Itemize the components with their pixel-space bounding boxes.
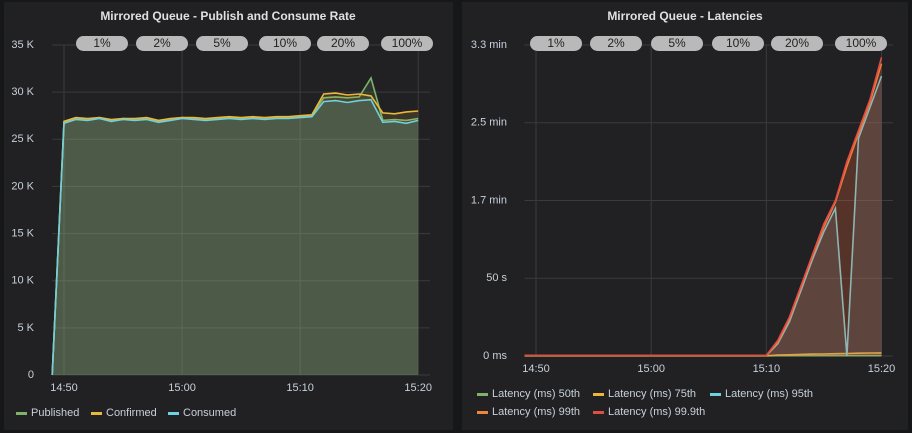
zoom-button-label[interactable]: 10% — [726, 36, 750, 50]
zoom-button[interactable] — [835, 36, 887, 51]
y-tick-label: 35 K — [11, 39, 34, 51]
y-tick-label: 50 s — [486, 272, 507, 284]
y-tick-label: 30 K — [11, 86, 34, 98]
legend-swatch — [16, 412, 27, 415]
y-tick-label: 15 K — [11, 227, 34, 239]
panel — [4, 2, 453, 430]
legend-swatch — [168, 412, 179, 415]
panel-title: Mirrored Queue - Publish and Consume Rat… — [100, 9, 356, 23]
legend-swatch — [593, 411, 604, 414]
zoom-button-label[interactable]: 20% — [785, 36, 809, 50]
series-line — [51, 98, 419, 376]
y-tick-label: 5 K — [17, 322, 34, 334]
x-tick-label: 15:00 — [168, 382, 196, 394]
x-tick-label: 14:50 — [522, 363, 550, 375]
legend-swatch — [477, 393, 488, 396]
legend-label[interactable]: Published — [31, 407, 79, 419]
y-tick-label: 0 ms — [483, 350, 507, 362]
zoom-button-label[interactable]: 5% — [668, 36, 686, 50]
zoom-button[interactable] — [196, 36, 248, 51]
zoom-button[interactable] — [317, 36, 369, 51]
legend-label[interactable]: Confirmed — [106, 407, 157, 419]
area-fill — [52, 99, 419, 375]
zoom-button[interactable] — [259, 36, 311, 51]
series-line — [524, 57, 883, 357]
zoom-button[interactable] — [590, 36, 642, 51]
x-tick-label: 14:50 — [50, 382, 78, 394]
area-fill — [52, 93, 419, 375]
x-tick-label: 15:20 — [404, 382, 432, 394]
y-tick-label: 20 K — [11, 180, 34, 192]
legend-label[interactable]: Latency (ms) 75th — [608, 388, 696, 400]
zoom-button-label[interactable]: 5% — [213, 36, 231, 50]
zoom-button-label[interactable]: 1% — [547, 36, 565, 50]
area-fill — [524, 63, 882, 356]
legend-swatch — [91, 412, 102, 415]
panel-title: Mirrored Queue - Latencies — [607, 9, 763, 23]
y-tick-label: 3.3 min — [471, 39, 507, 51]
y-tick-label: 0 — [28, 369, 34, 381]
zoom-button[interactable] — [76, 36, 128, 51]
zoom-button-label[interactable]: 100% — [392, 36, 423, 50]
x-tick-label: 15:10 — [753, 363, 781, 375]
zoom-button-label[interactable]: 10% — [273, 36, 297, 50]
zoom-button-label[interactable]: 100% — [846, 36, 877, 50]
y-tick-label: 2.5 min — [471, 117, 507, 129]
zoom-button[interactable] — [530, 36, 582, 51]
area-fill — [52, 78, 419, 375]
area-fill — [524, 57, 882, 357]
zoom-button-label[interactable]: 1% — [93, 36, 111, 50]
x-tick-label: 15:00 — [637, 363, 665, 375]
zoom-button[interactable] — [136, 36, 188, 51]
zoom-button-label[interactable]: 2% — [607, 36, 625, 50]
legend-swatch — [593, 393, 604, 396]
series-line — [51, 92, 419, 376]
y-tick-label: 10 K — [11, 275, 34, 287]
legend-label[interactable]: Latency (ms) 95th — [725, 388, 813, 400]
legend-label[interactable]: Latency (ms) 99.9th — [608, 406, 705, 418]
legend-label[interactable]: Latency (ms) 99th — [492, 406, 580, 418]
y-tick-label: 25 K — [11, 133, 34, 145]
zoom-button-label[interactable]: 20% — [331, 36, 355, 50]
zoom-button[interactable] — [381, 36, 433, 51]
zoom-button[interactable] — [651, 36, 703, 51]
legend-label[interactable]: Consumed — [183, 407, 236, 419]
legend-label[interactable]: Latency (ms) 50th — [492, 388, 580, 400]
zoom-button[interactable] — [771, 36, 823, 51]
zoom-button[interactable] — [712, 36, 764, 51]
zoom-button-label[interactable]: 2% — [153, 36, 171, 50]
x-tick-label: 15:10 — [286, 382, 314, 394]
x-tick-label: 15:20 — [868, 363, 896, 375]
y-tick-label: 1.7 min — [471, 194, 507, 206]
legend-swatch — [710, 393, 721, 396]
legend-swatch — [477, 411, 488, 414]
